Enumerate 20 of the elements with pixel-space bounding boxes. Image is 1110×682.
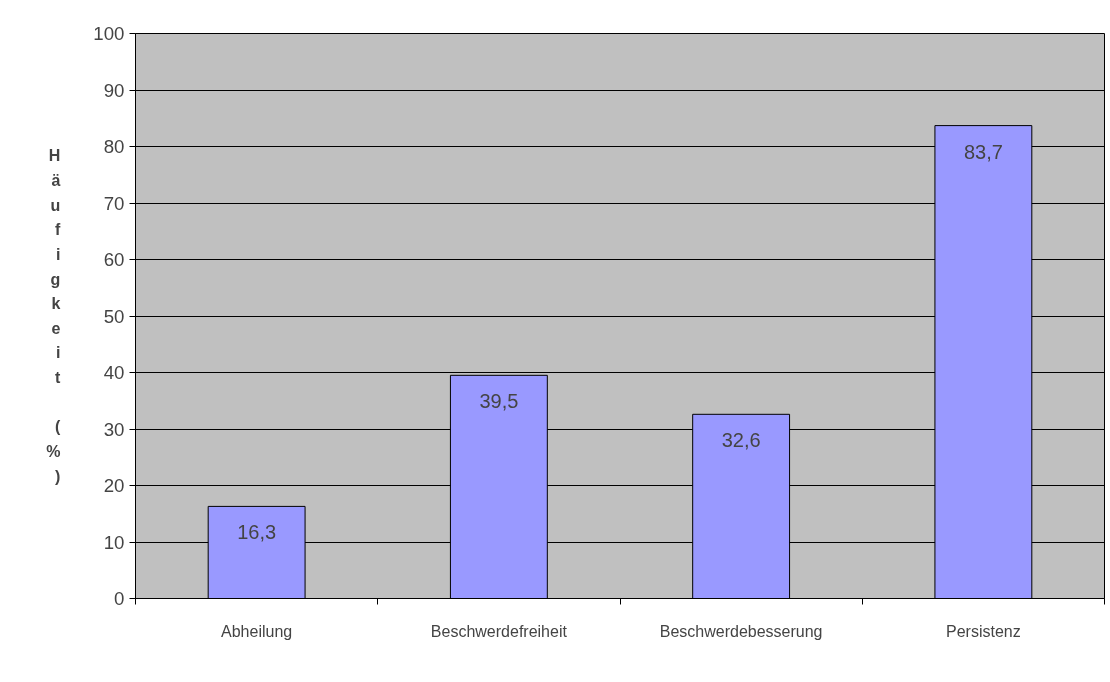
x-tick-label: Abheilung (221, 622, 293, 640)
y-tick-label: 10 (103, 531, 125, 553)
y-tick-label: 70 (103, 192, 125, 214)
y-tick-label: 40 (103, 362, 125, 383)
data-label: 16,3 (237, 521, 277, 544)
x-tick-label: Persistenz (946, 622, 1021, 640)
x-tick-label: Beschwerdebesserung (659, 622, 823, 640)
y-tick-label: 20 (103, 475, 125, 496)
y-tick-label: 80 (103, 136, 125, 157)
y-tick-label: 30 (103, 418, 125, 440)
x-tick-label: Beschwerdefreiheit (430, 622, 568, 640)
data-label: 39,5 (479, 390, 519, 413)
y-tick-label: 100 (93, 23, 125, 44)
data-label: 83,7 (963, 140, 1003, 163)
y-tick-label: 0 (114, 588, 125, 609)
y-tick-label: 60 (103, 249, 125, 270)
y-tick-label: 90 (103, 79, 125, 101)
data-label: 32,6 (721, 429, 761, 452)
text: Häufigkeit (%) (46, 147, 61, 485)
y-tick-label: 50 (103, 305, 125, 327)
